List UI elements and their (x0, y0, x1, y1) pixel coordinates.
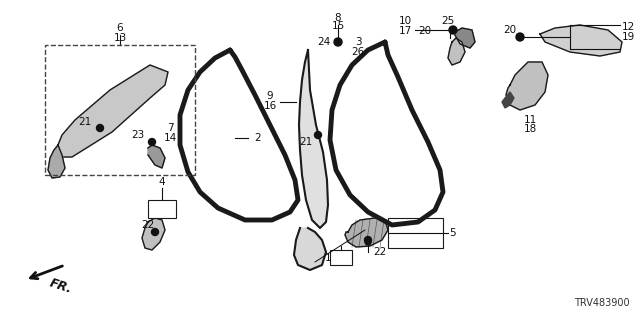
Polygon shape (48, 145, 65, 178)
Circle shape (449, 26, 457, 34)
Bar (45, 45, 195, 175)
Polygon shape (502, 92, 514, 108)
Text: 14: 14 (163, 133, 177, 143)
Text: FR.: FR. (48, 276, 74, 295)
Polygon shape (294, 228, 326, 270)
Text: 19: 19 (621, 32, 635, 42)
Text: 10: 10 (399, 16, 412, 26)
Text: 16: 16 (264, 101, 276, 111)
Polygon shape (299, 50, 328, 228)
Text: TRV483900: TRV483900 (574, 298, 630, 308)
Text: 22: 22 (373, 247, 387, 257)
Circle shape (148, 139, 156, 146)
Polygon shape (58, 65, 168, 157)
Text: 26: 26 (351, 47, 365, 57)
Text: 21: 21 (78, 117, 92, 127)
Circle shape (97, 124, 104, 132)
Circle shape (314, 132, 321, 139)
Text: 9: 9 (267, 91, 273, 101)
Circle shape (152, 228, 159, 236)
Polygon shape (148, 145, 165, 168)
Text: 12: 12 (621, 22, 635, 32)
Bar (330, 250, 352, 265)
Text: 22: 22 (141, 220, 155, 230)
Polygon shape (142, 218, 165, 250)
Circle shape (365, 236, 371, 244)
Bar (388, 218, 443, 248)
Polygon shape (506, 62, 548, 110)
Text: 24: 24 (317, 37, 331, 47)
Circle shape (516, 33, 524, 41)
Text: 20: 20 (419, 26, 431, 36)
Text: 11: 11 (524, 115, 536, 125)
Text: 20: 20 (504, 25, 516, 35)
Text: 5: 5 (450, 228, 456, 238)
Text: 1: 1 (324, 253, 332, 263)
Bar (148, 200, 176, 218)
Text: 23: 23 (131, 130, 145, 140)
Circle shape (365, 239, 371, 245)
Text: 4: 4 (159, 177, 165, 187)
Polygon shape (345, 218, 388, 247)
Polygon shape (448, 38, 465, 65)
Text: 17: 17 (398, 26, 412, 36)
Text: 3: 3 (355, 37, 362, 47)
Circle shape (334, 38, 342, 46)
Text: 15: 15 (332, 21, 344, 31)
Text: 25: 25 (442, 16, 454, 26)
Text: 18: 18 (524, 124, 536, 134)
Text: 6: 6 (116, 23, 124, 33)
Text: 8: 8 (335, 13, 341, 23)
Text: 13: 13 (113, 33, 127, 43)
Polygon shape (540, 25, 622, 56)
Text: 21: 21 (300, 137, 312, 147)
Text: 7: 7 (166, 123, 173, 133)
Polygon shape (455, 28, 475, 48)
Text: 2: 2 (255, 133, 261, 143)
